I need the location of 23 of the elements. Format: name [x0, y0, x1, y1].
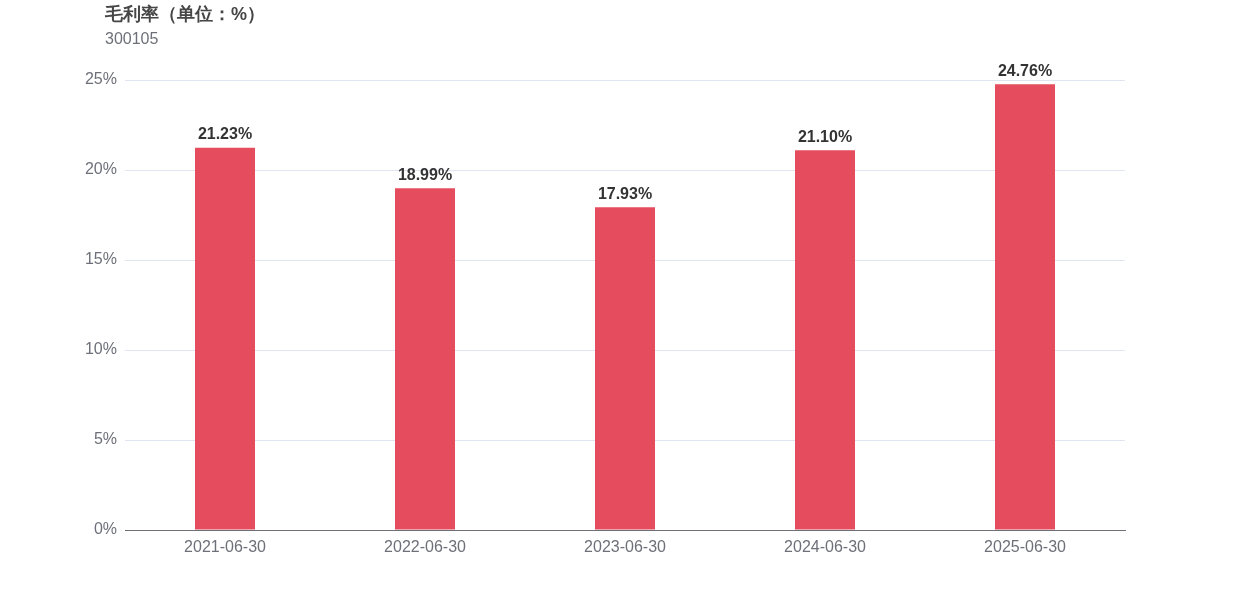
bar [395, 188, 455, 530]
bar [595, 207, 655, 530]
data-label: 21.23% [197, 125, 253, 143]
y-tick-label: 5% [93, 430, 117, 448]
bar [795, 150, 855, 530]
x-tick-label: 2023-06-30 [584, 538, 667, 556]
x-tick-label: 2024-06-30 [784, 538, 867, 556]
x-tick-label: 2021-06-30 [184, 538, 267, 556]
data-label: 17.93% [597, 184, 653, 202]
y-tick-label: 15% [84, 250, 117, 268]
y-tick-label: 20% [84, 160, 117, 178]
bar [195, 147, 255, 530]
y-tick-label: 25% [84, 70, 117, 88]
bar [995, 84, 1055, 530]
x-tick-label: 2025-06-30 [984, 538, 1067, 556]
chart-subtitle: 300105 [105, 30, 159, 48]
data-label: 24.76% [997, 61, 1053, 79]
chart-title: 毛利率（单位：%） [105, 3, 266, 26]
x-tick-label: 2022-06-30 [384, 538, 467, 556]
data-label: 21.10% [797, 127, 853, 145]
y-tick-label: 0% [93, 520, 117, 538]
y-tick-label: 10% [84, 340, 117, 358]
data-label: 18.99% [397, 165, 453, 183]
